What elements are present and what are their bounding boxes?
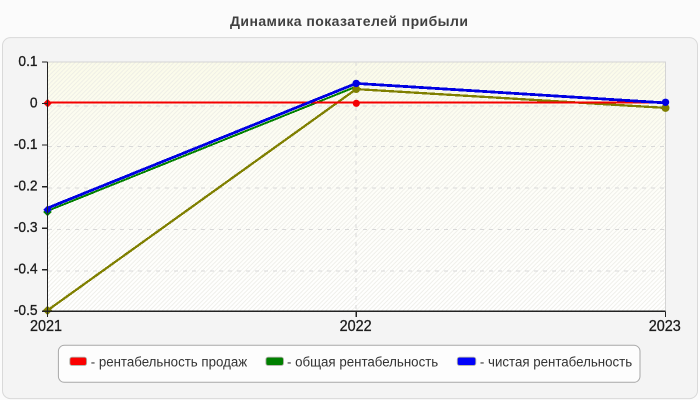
svg-text:2021: 2021	[30, 317, 62, 335]
svg-text:2022: 2022	[340, 317, 372, 335]
svg-text:-0.3: -0.3	[14, 220, 38, 237]
svg-text:-0.1: -0.1	[14, 137, 38, 154]
svg-text:2023: 2023	[649, 317, 681, 335]
svg-text:Динамика показателей прибыли: Динамика показателей прибыли	[230, 13, 468, 29]
svg-text:0.1: 0.1	[18, 53, 37, 70]
svg-text:- чистая рентабельность: - чистая рентабельность	[480, 354, 632, 369]
svg-text:- общая рентабельность: - общая рентабельность	[287, 354, 438, 369]
svg-text:-0.5: -0.5	[14, 303, 38, 320]
svg-text:-0.2: -0.2	[14, 178, 38, 195]
svg-text:0: 0	[30, 95, 38, 112]
svg-text:- рентабельность продаж: - рентабельность продаж	[91, 354, 248, 369]
svg-text:-0.4: -0.4	[14, 261, 38, 278]
